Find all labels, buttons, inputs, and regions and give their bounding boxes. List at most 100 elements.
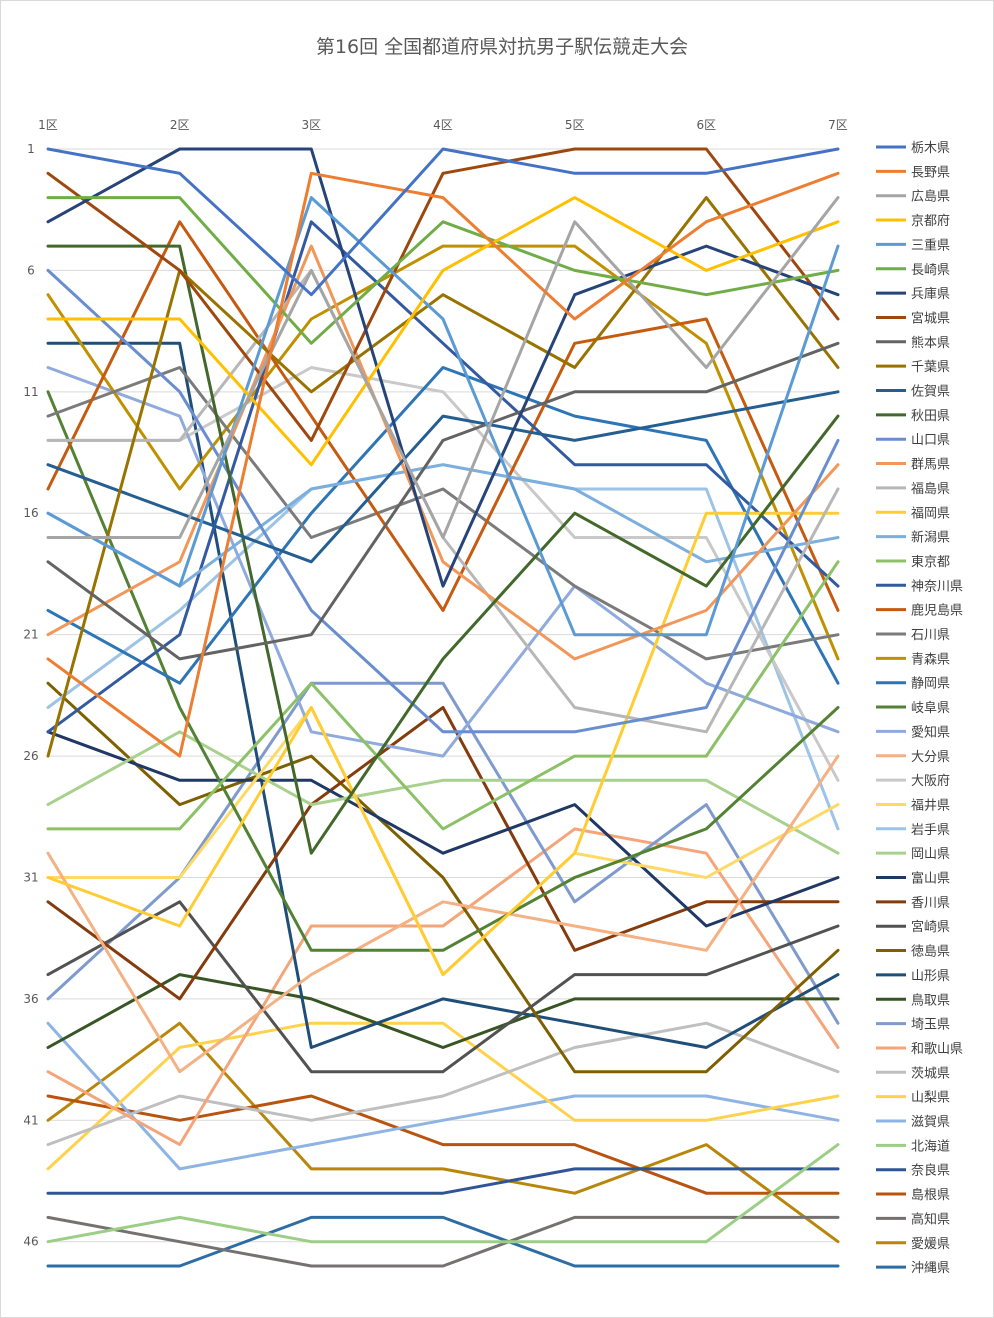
series-line: [46, 706, 840, 1001]
legend-label: 山梨県: [911, 1091, 950, 1106]
series-line: [46, 681, 840, 1074]
legend-label: 長野県: [911, 165, 950, 180]
x-tick-label: 1区: [38, 118, 58, 132]
y-tick-label: 16: [23, 506, 38, 520]
y-tick-label: 11: [23, 385, 38, 399]
legend-label: 宮崎県: [911, 919, 950, 935]
series-line: [46, 511, 840, 977]
series-line: [46, 1094, 840, 1195]
series-line: [46, 730, 840, 855]
series-line: [46, 147, 840, 588]
legend-label: 秋田県: [911, 409, 950, 424]
series-line: [46, 341, 840, 1049]
legend-item: 山口県: [876, 433, 950, 448]
y-tick-label: 46: [23, 1235, 38, 1249]
series-line: [46, 171, 840, 758]
series-line: [46, 900, 840, 1074]
legend-item: 青森県: [876, 652, 950, 667]
legend-label: 岩手県: [911, 823, 950, 838]
legend-item: 長野県: [876, 165, 950, 180]
legend-item: 兵庫県: [876, 287, 950, 302]
legend-label: 熊本県: [911, 335, 950, 351]
legend-item: 京都府: [876, 214, 950, 229]
legend-label: 茨城県: [911, 1066, 950, 1081]
legend-label: 岡山県: [911, 847, 950, 862]
legend-label: 鹿児島県: [911, 603, 963, 619]
legend-item: 岡山県: [876, 847, 950, 862]
legend-item: 福井県: [876, 798, 950, 813]
legend-item: 鹿児島県: [876, 603, 963, 619]
legend-label: 沖縄県: [911, 1261, 950, 1276]
x-tick-label: 7区: [828, 118, 848, 132]
legend-label: 愛媛県: [911, 1237, 950, 1252]
series-line: [46, 1143, 840, 1244]
x-tick-label: 3区: [302, 118, 322, 132]
legend-item: 福岡県: [876, 506, 950, 521]
y-tick-label: 21: [23, 628, 38, 642]
x-tick-label: 2区: [170, 118, 190, 132]
legend-label: 三重県: [911, 237, 950, 253]
series-line: [46, 1215, 840, 1268]
series-line: [46, 1021, 840, 1147]
legend-item: 佐賀県: [876, 385, 950, 400]
legend-item: 岐阜県: [876, 700, 950, 716]
series-line: [46, 196, 840, 345]
legend-label: 静岡県: [911, 677, 950, 692]
series-line: [46, 366, 840, 685]
legend-label: 奈良県: [911, 1163, 950, 1179]
series-line: [46, 196, 840, 467]
legend-label: 大分県: [911, 750, 950, 765]
legend-label: 愛知県: [911, 724, 950, 740]
legend-item: 静岡県: [876, 677, 950, 692]
legend-item: 東京都: [876, 554, 950, 570]
legend-item: 栃木県: [876, 141, 950, 156]
legend-label: 東京都: [911, 554, 950, 570]
legend-item: 大分県: [876, 750, 950, 765]
series-line: [46, 390, 840, 564]
legend-item: 愛知県: [876, 724, 950, 740]
legend-label: 北海道: [911, 1139, 950, 1154]
legend-label: 香川県: [911, 896, 950, 911]
legend-label: 和歌山県: [911, 1042, 963, 1057]
legend-item: 茨城県: [876, 1066, 950, 1081]
legend-label: 青森県: [911, 652, 950, 667]
legend-label: 鳥取県: [911, 993, 950, 1008]
legend-item: 山梨県: [876, 1091, 950, 1106]
legend-item: 神奈川県: [876, 579, 963, 594]
series-line: [46, 1215, 840, 1268]
legend-label: 山口県: [911, 433, 950, 448]
legend-item: 千葉県: [876, 360, 950, 375]
legend-label: 埼玉県: [911, 1018, 950, 1033]
legend-item: 富山県: [876, 871, 950, 887]
legend-item: 宮城県: [876, 310, 950, 326]
legend-item: 大阪府: [876, 774, 950, 789]
series-line: [46, 147, 840, 297]
legend-item: 鳥取県: [876, 993, 950, 1008]
legend-label: 千葉県: [911, 360, 950, 375]
legend-label: 島根県: [911, 1188, 950, 1203]
legend-item: 和歌山県: [876, 1042, 963, 1057]
series-line: [46, 220, 840, 612]
legend-label: 神奈川県: [911, 579, 963, 594]
legend-item: 愛媛県: [876, 1237, 950, 1252]
legend-item: 奈良県: [876, 1163, 950, 1179]
legend-label: 富山県: [911, 871, 950, 887]
legend-item: 新潟県: [876, 530, 950, 546]
series-line: [46, 1021, 840, 1171]
legend-item: 三重県: [876, 237, 950, 253]
series-line: [46, 196, 840, 539]
legend-label: 大阪府: [911, 774, 950, 789]
y-tick-label: 1: [27, 142, 35, 156]
y-tick-label: 41: [23, 1113, 38, 1127]
series-line: [46, 754, 840, 1074]
series-line: [46, 244, 840, 661]
legend-label: 兵庫県: [911, 287, 950, 302]
legend-item: 滋賀県: [876, 1115, 950, 1130]
legend-item: 島根県: [876, 1188, 950, 1203]
legend-item: 高知県: [876, 1211, 950, 1227]
series-line: [46, 268, 840, 734]
legend-label: 栃木県: [911, 141, 950, 156]
legend-item: 石川県: [876, 628, 950, 643]
y-tick-label: 31: [23, 870, 38, 884]
